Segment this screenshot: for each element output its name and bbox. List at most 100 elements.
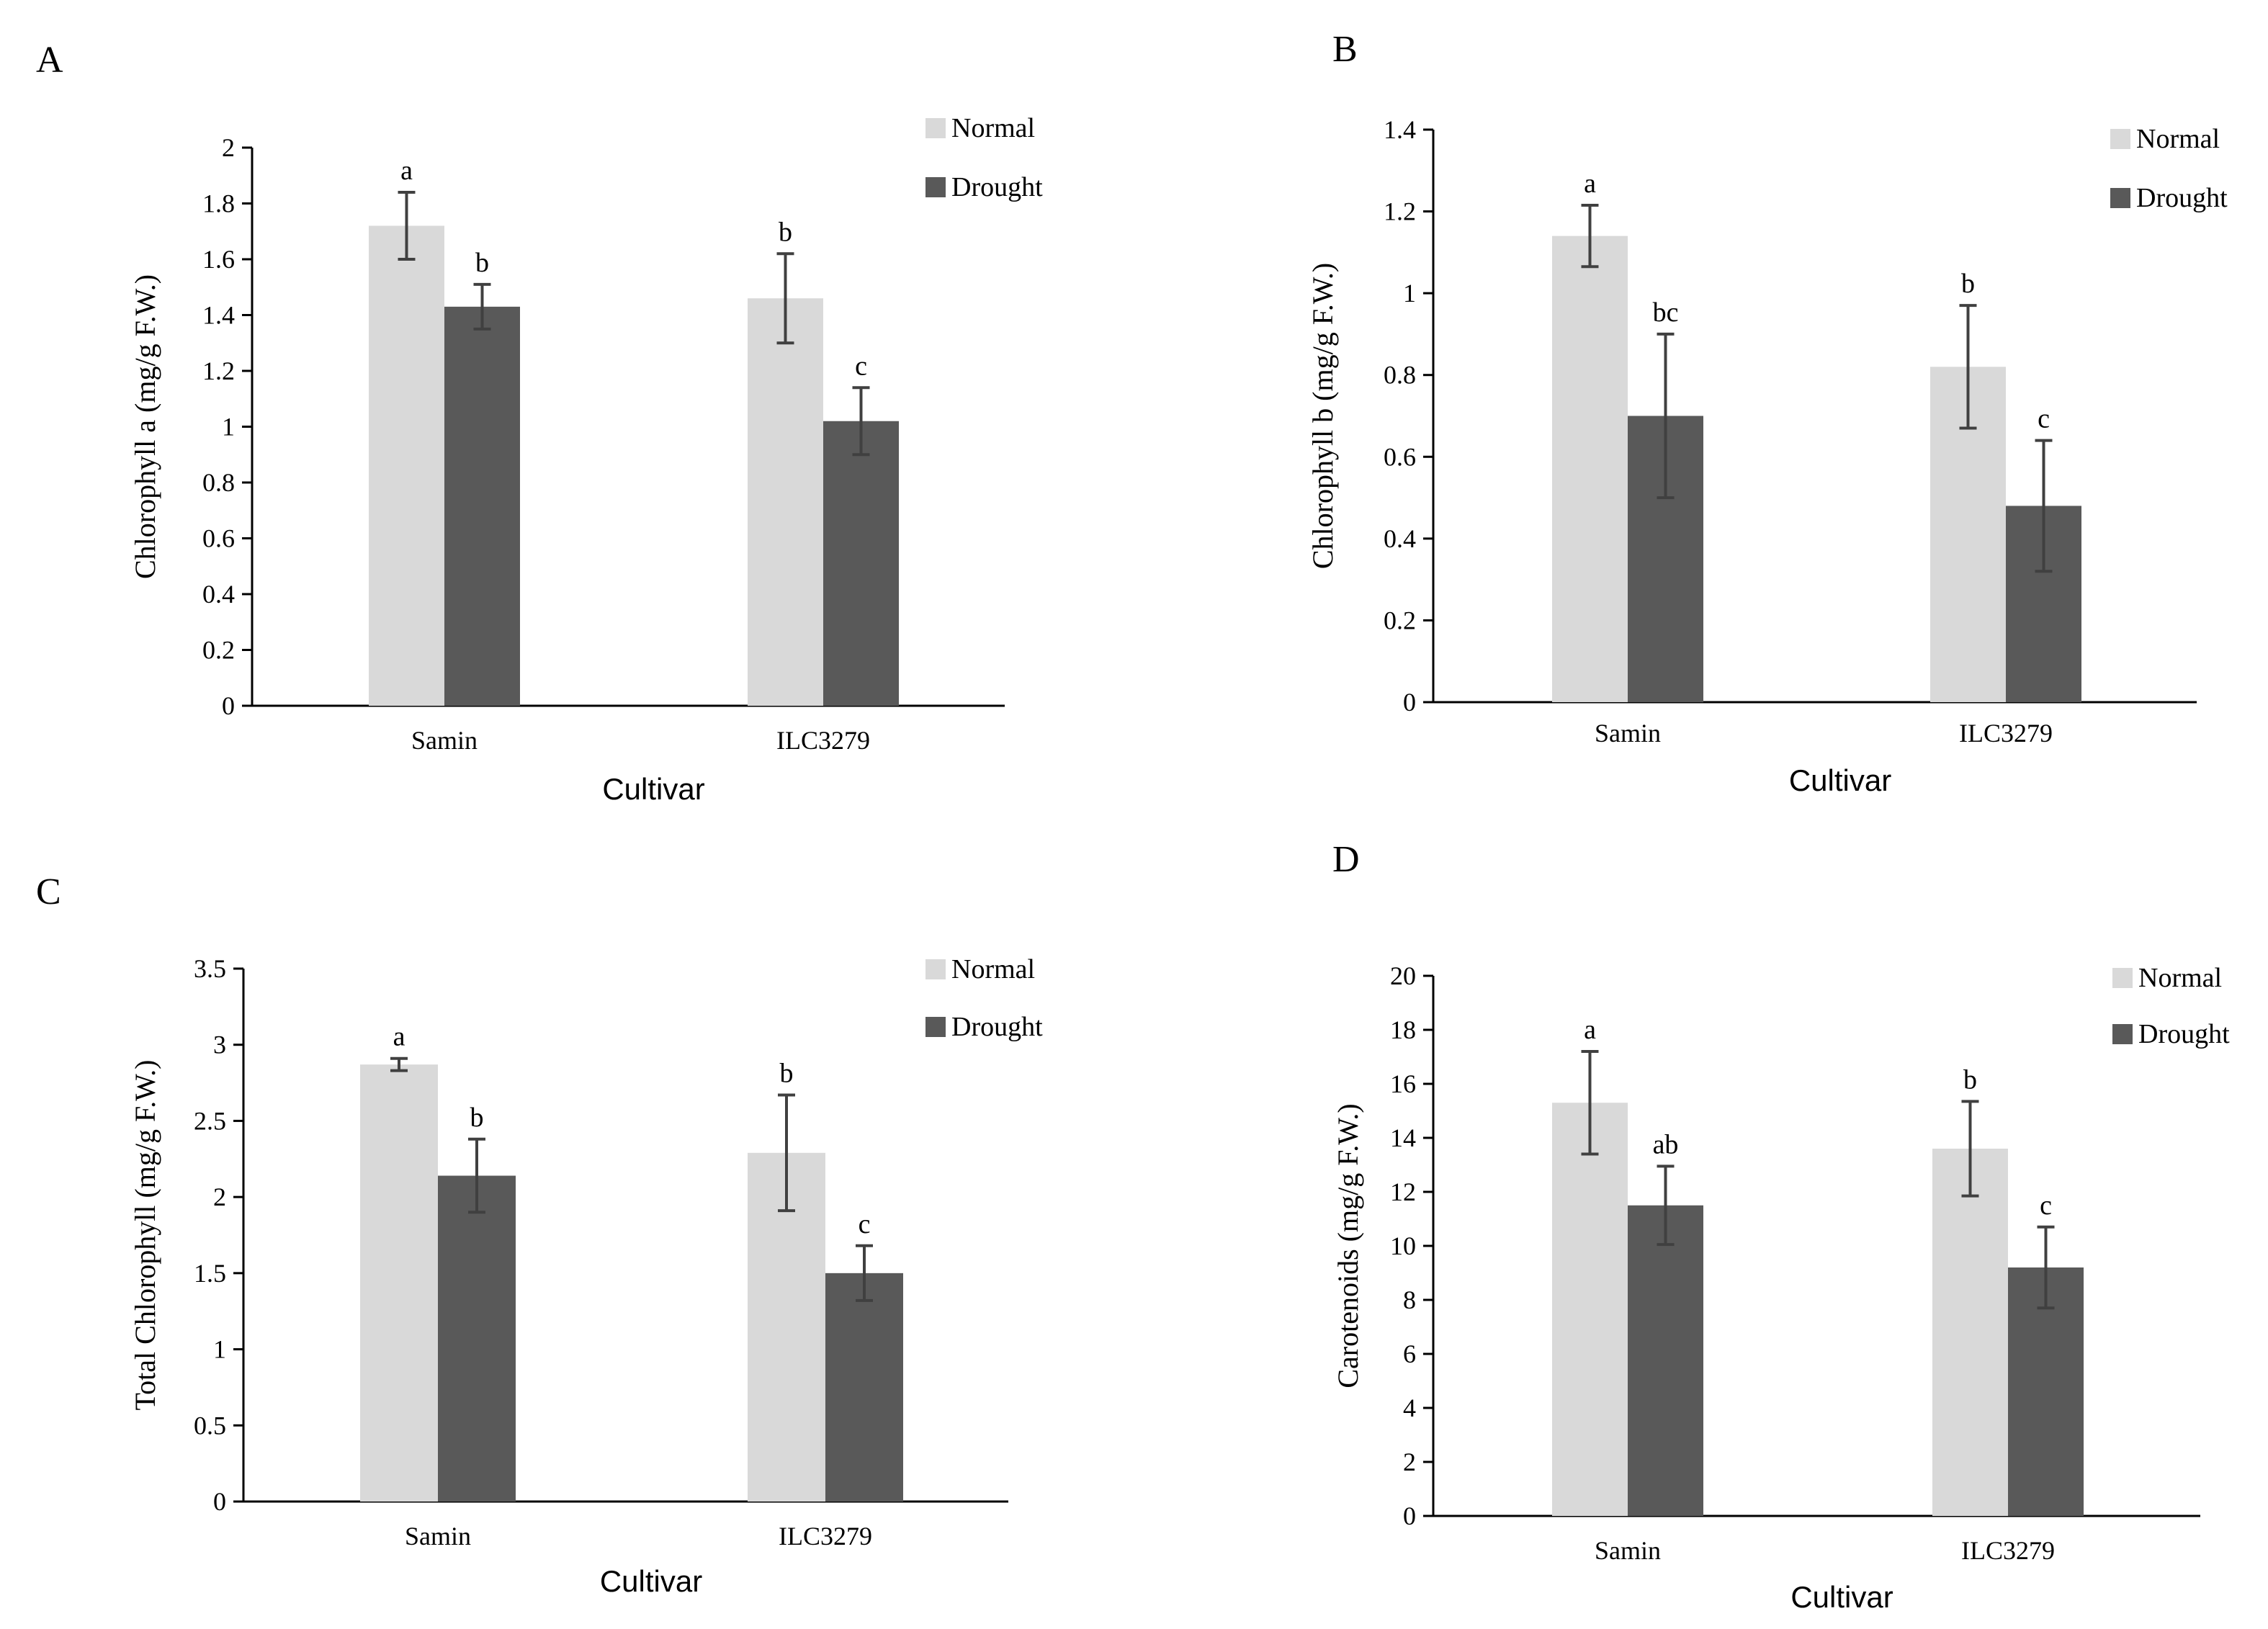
y-tick-label: 1 [222, 413, 235, 441]
significance-letter: a [400, 156, 413, 186]
y-axis-title: Chlorophyll b (mg/g F.W.) [1306, 263, 1339, 569]
panel-letter: C [36, 871, 61, 912]
x-tick-label: ILC3279 [779, 1522, 872, 1551]
y-tick-label: 1 [213, 1335, 226, 1364]
legend-label-normal: Normal [951, 954, 1035, 984]
panel-letter: D [1332, 839, 1360, 880]
bar-drought [444, 306, 520, 706]
legend-label-drought: Drought [951, 172, 1043, 202]
legend-label-normal: Normal [2136, 124, 2220, 154]
significance-letter: a [1584, 169, 1596, 199]
x-axis-title: Cultivar [1790, 1580, 1893, 1614]
significance-letter: b [779, 217, 792, 247]
significance-letter: b [1961, 269, 1975, 299]
chart-panel-a: A 0 0.2 0.4 0.6 0.8 1 1.2 1.4 1.6 1.8 2 a b b c Samin ILC… [36, 40, 1043, 806]
y-tick-label: 6 [1403, 1339, 1416, 1368]
chart-panel-c: C 0 0.5 1 1.5 2 2.5 3 3.5 a b b c Samin ILC3279 Cultiva… [36, 871, 1043, 1598]
bar-normal [1552, 1103, 1628, 1516]
y-tick-label: 16 [1390, 1069, 1416, 1098]
significance-letter: c [859, 1209, 871, 1239]
x-tick-label: ILC3279 [776, 726, 870, 755]
y-tick-label: 1 [1403, 279, 1416, 308]
legend-label-drought: Drought [951, 1012, 1043, 1042]
bar-normal [369, 225, 444, 706]
y-tick-label: 8 [1403, 1285, 1416, 1314]
significance-letter: a [1584, 1015, 1596, 1045]
significance-letter: c [2038, 404, 2050, 434]
x-tick-label: Samin [1595, 1536, 1661, 1565]
y-tick-label: 0 [1403, 688, 1416, 717]
bar-drought [823, 421, 899, 706]
significance-letter: b [470, 1103, 484, 1133]
x-axis-title: Cultivar [600, 1564, 702, 1598]
legend: Normal Drought [2110, 124, 2228, 213]
y-tick-label: 4 [1403, 1394, 1416, 1422]
y-tick-label: 14 [1390, 1123, 1416, 1152]
significance-letter: bc [1653, 297, 1679, 328]
legend-swatch-normal [2110, 129, 2130, 149]
y-tick-label: 2 [1403, 1448, 1416, 1476]
x-tick-label: Samin [405, 1522, 471, 1551]
y-tick-label: 1.5 [194, 1259, 226, 1288]
significance-letter: c [855, 351, 867, 381]
legend-swatch-drought [925, 1017, 946, 1037]
y-tick-label: 3.5 [194, 954, 226, 983]
legend-label-normal: Normal [951, 113, 1035, 143]
y-tick-label: 0 [1403, 1502, 1416, 1530]
panel-letter: B [1332, 29, 1358, 70]
legend-label-drought: Drought [2138, 1019, 2230, 1049]
bar-normal [1552, 235, 1628, 703]
y-tick-label: 0.8 [202, 468, 235, 497]
bar-drought [825, 1273, 903, 1502]
y-tick-label: 0.2 [202, 636, 235, 665]
y-tick-label: 0 [213, 1487, 226, 1516]
y-tick-label: 1.2 [202, 356, 235, 385]
legend-swatch-drought [925, 177, 946, 197]
y-tick-label: 10 [1390, 1231, 1416, 1260]
y-tick-label: 18 [1390, 1015, 1416, 1044]
y-tick-label: 12 [1390, 1177, 1416, 1206]
significance-letter: c [2040, 1190, 2052, 1221]
legend: Normal Drought [925, 113, 1043, 202]
legend-label-drought: Drought [2136, 183, 2228, 213]
chart-panel-b: B 0 0.2 0.4 0.6 0.8 1 1.2 1.4 a b bc c Samin ILC3279 Cu… [1306, 29, 2228, 797]
bar-normal [1932, 1149, 2008, 1516]
y-tick-label: 1.6 [202, 245, 235, 274]
y-tick-label: 1.8 [202, 189, 235, 218]
y-tick-label: 0.4 [1384, 524, 1416, 553]
panel-letter: A [36, 40, 63, 81]
y-tick-label: 0.8 [1384, 361, 1416, 390]
y-tick-label: 2 [213, 1183, 226, 1211]
legend-swatch-drought [2112, 1024, 2133, 1044]
y-tick-label: 0.6 [202, 524, 235, 553]
legend-swatch-normal [925, 118, 946, 138]
significance-letter: ab [1653, 1129, 1679, 1159]
significance-letter: b [780, 1058, 794, 1088]
y-tick-label: 2.5 [194, 1106, 226, 1135]
y-tick-label: 2 [222, 133, 235, 162]
significance-letter: b [1963, 1064, 1977, 1095]
x-axis-title: Cultivar [1789, 763, 1891, 797]
y-tick-label: 1.2 [1384, 197, 1416, 226]
x-tick-label: Samin [411, 726, 478, 755]
legend: Normal Drought [925, 954, 1043, 1042]
x-axis-title: Cultivar [602, 772, 704, 806]
bar-drought [438, 1175, 516, 1502]
x-tick-label: ILC3279 [1959, 719, 2053, 748]
bar-normal [360, 1064, 438, 1502]
bar-drought [1628, 1205, 1703, 1516]
legend: Normal Drought [2112, 963, 2230, 1049]
legend-swatch-drought [2110, 188, 2130, 208]
x-tick-label: Samin [1595, 719, 1661, 748]
y-tick-label: 20 [1390, 961, 1416, 990]
y-axis-title: Total Chlorophyll (mg/g F.W.) [129, 1060, 161, 1411]
legend-swatch-normal [2112, 968, 2133, 988]
y-tick-label: 0 [222, 691, 235, 720]
significance-letter: a [393, 1022, 405, 1052]
y-tick-label: 1.4 [1384, 115, 1416, 144]
y-axis-title: Chlorophyll a (mg/g F.W.) [129, 274, 161, 579]
y-tick-label: 0.6 [1384, 442, 1416, 471]
y-tick-label: 1.4 [202, 301, 235, 330]
